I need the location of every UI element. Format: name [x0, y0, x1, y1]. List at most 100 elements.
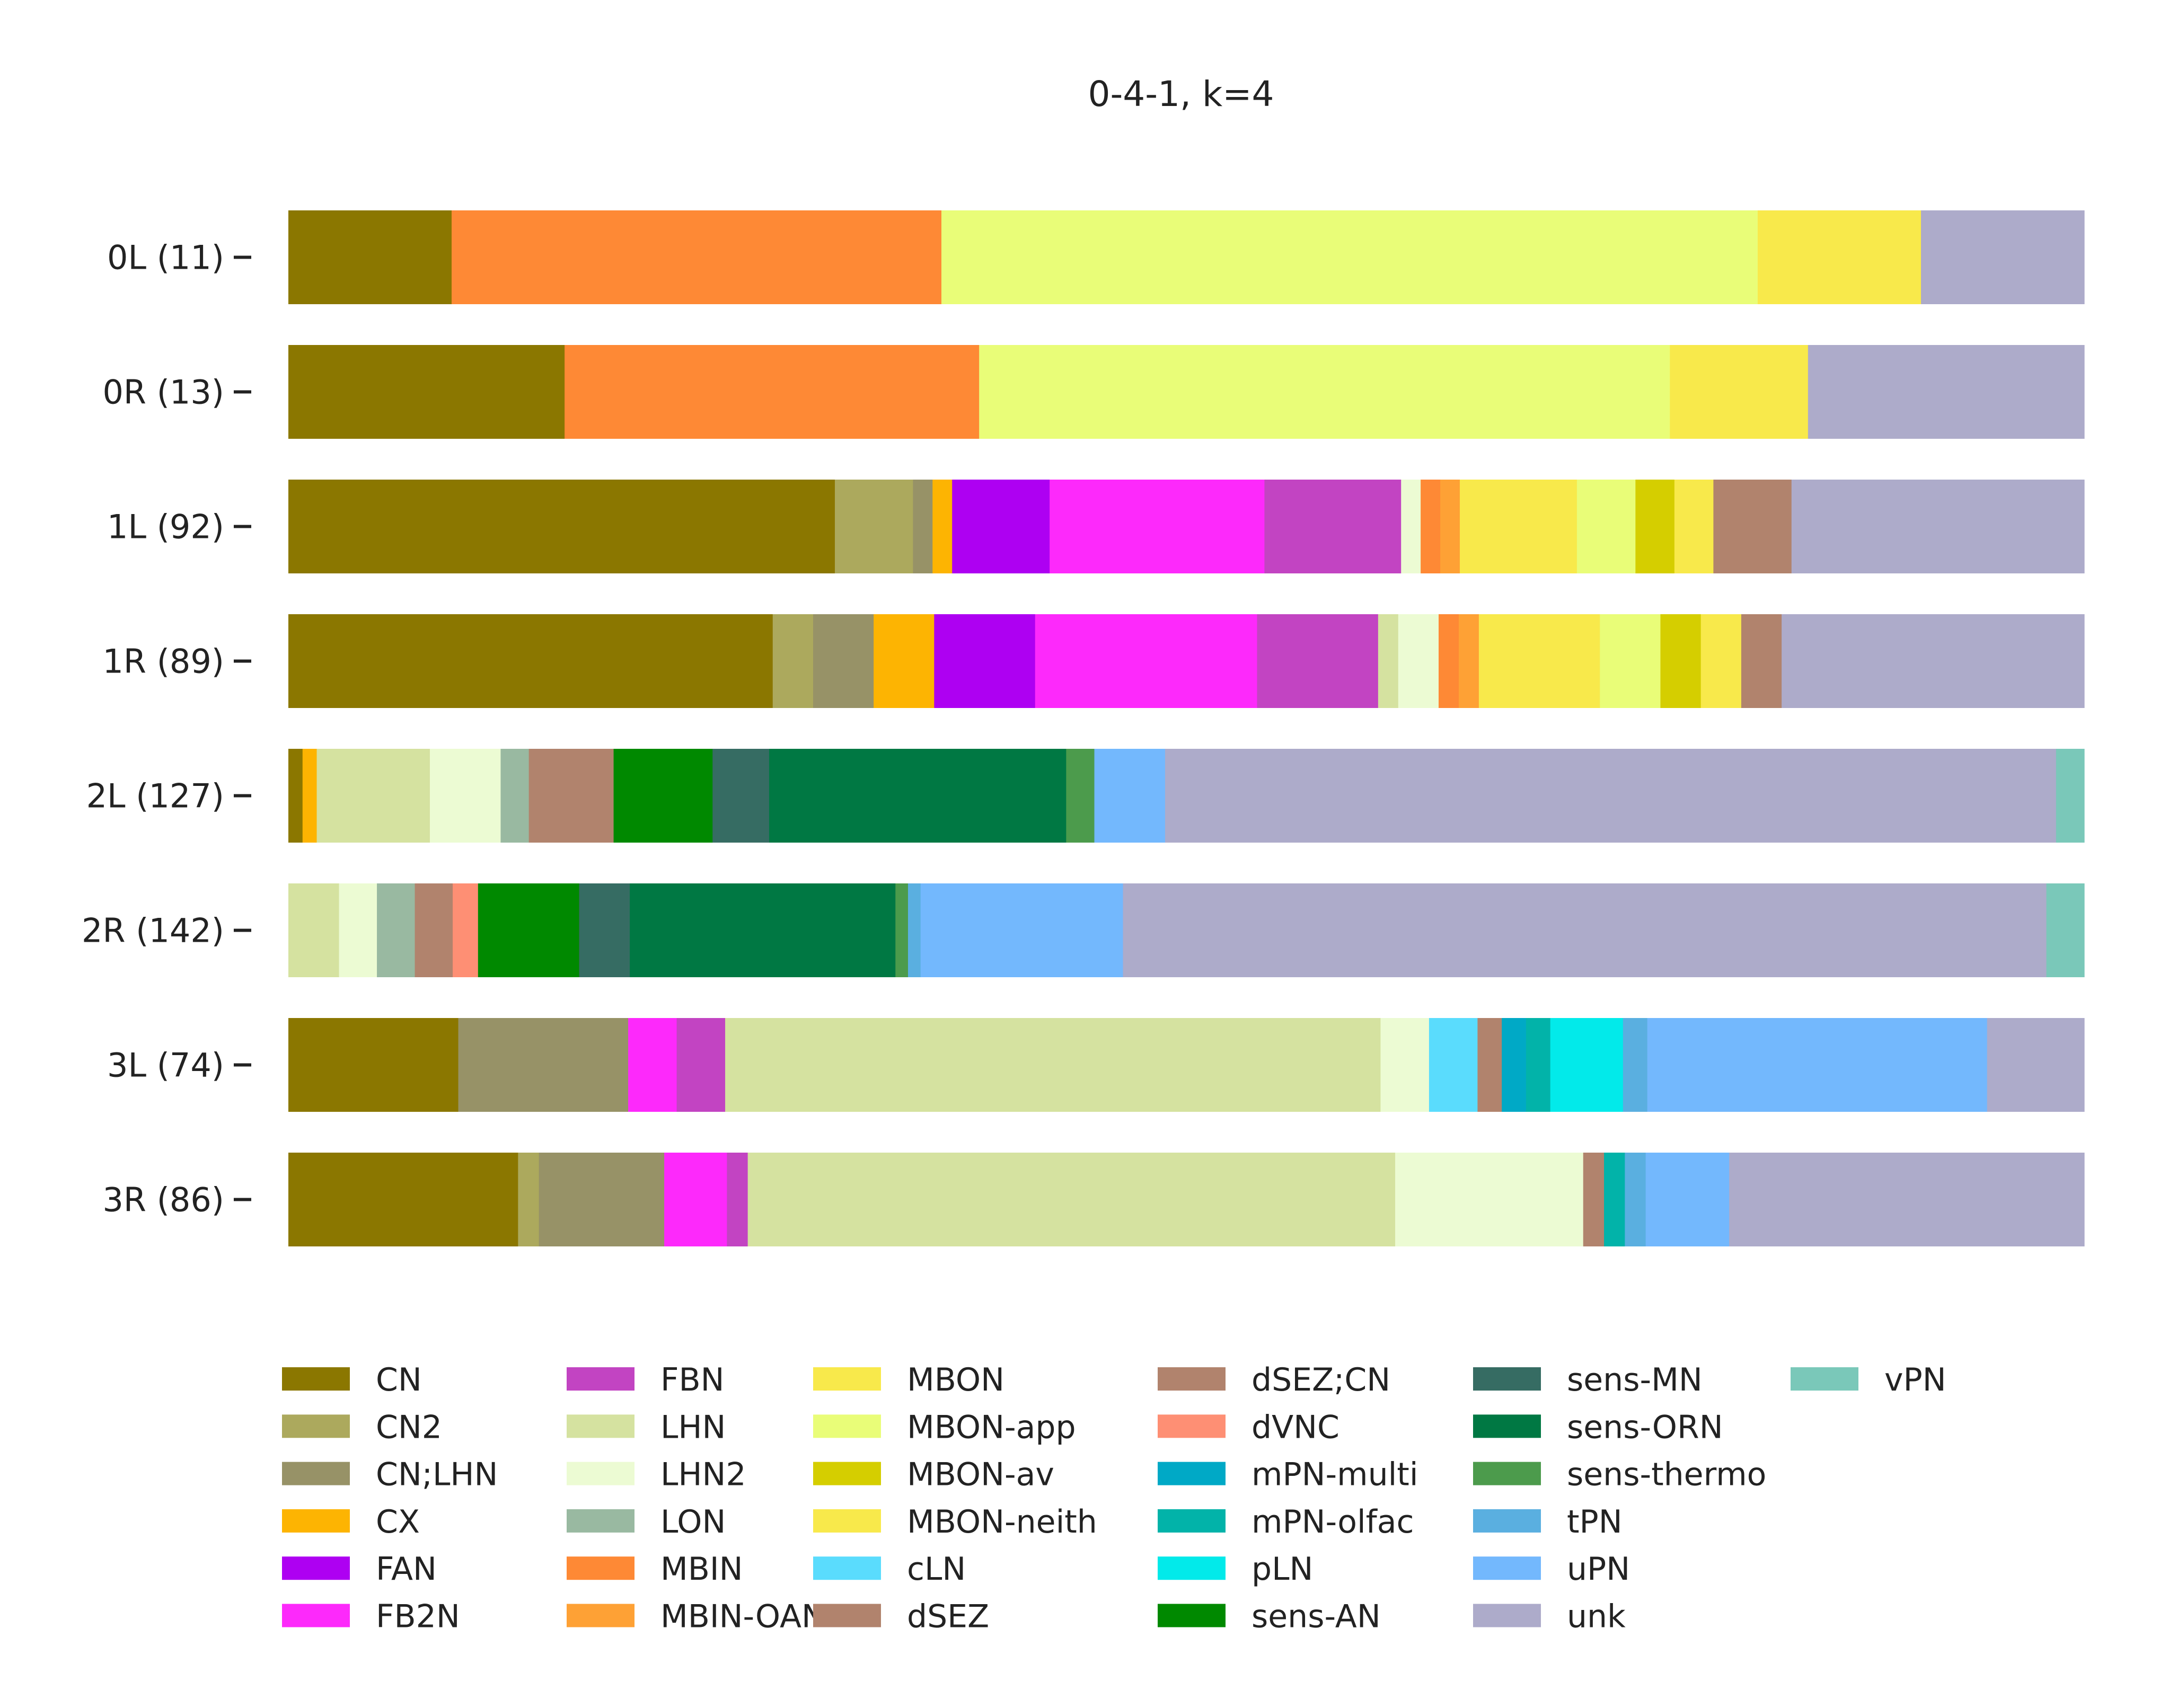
bar-segment-2l-127-cn: [288, 749, 303, 843]
bar-segment-1l-92-mbin-oan: [1440, 480, 1460, 573]
legend-item-mbon: MBON: [813, 1361, 1004, 1399]
legend-swatch: [282, 1367, 350, 1391]
bar-segment-2r-142-dsez: [415, 883, 453, 977]
bar-segment-1l-92-mbon-av: [1635, 480, 1675, 573]
legend-label: MBIN: [660, 1551, 743, 1588]
legend-label: uPN: [1567, 1551, 1630, 1588]
bar-segment-1r-89-fbn: [1257, 614, 1379, 708]
legend-swatch: [1158, 1509, 1226, 1533]
legend-item-sens-mn: sens-MN: [1473, 1361, 1703, 1399]
legend-swatch: [567, 1509, 634, 1533]
legend-label: MBON-neith: [907, 1503, 1097, 1541]
legend-swatch: [1473, 1509, 1541, 1533]
legend-label: LON: [660, 1503, 726, 1541]
legend-label: dVNC: [1251, 1409, 1339, 1446]
bar-segment-2r-142-sens-orn: [630, 883, 896, 977]
bar-segment-3l-74-upn: [1647, 1018, 1988, 1112]
legend-label: sens-thermo: [1567, 1456, 1766, 1493]
bar-segment-2r-142-upn: [920, 883, 1124, 977]
bar-segment-1l-92-cn2: [834, 480, 913, 573]
legend-swatch: [282, 1604, 350, 1627]
legend-item-fb2n: FB2N: [282, 1598, 460, 1635]
bar-segment-1l-92-mbon-app: [1576, 480, 1636, 573]
bar-segment-2l-127-lon: [500, 749, 530, 843]
bar-segment-3r-86-lhn: [747, 1153, 1396, 1246]
legend-item-lhn2: LHN2: [567, 1456, 746, 1493]
bar-segment-2l-127-cx: [302, 749, 318, 843]
bar-segment-2l-127-lhn: [316, 749, 430, 843]
bar-segment-2r-142-sens-an: [478, 883, 580, 977]
legend-item-sens-an: sens-AN: [1158, 1598, 1381, 1635]
legend-item-tpn: tPN: [1473, 1503, 1623, 1541]
legend-swatch: [1473, 1414, 1541, 1438]
legend-label: LHN2: [660, 1456, 746, 1493]
legend-label: MBON-app: [907, 1409, 1076, 1446]
legend-label: MBIN-OAN: [660, 1598, 825, 1635]
legend-item-sens-orn: sens-ORN: [1473, 1409, 1723, 1446]
bar-segment-2l-127-sens-an: [613, 749, 713, 843]
legend-item-sens-thermo: sens-thermo: [1473, 1456, 1766, 1493]
bar-segment-3r-86-tpn: [1625, 1153, 1646, 1246]
bar-row-0r-13: 0R (13): [102, 345, 2085, 439]
bar-segment-1l-92-cn-lhn: [913, 480, 933, 573]
legend-item-cln: cLN: [813, 1551, 966, 1588]
bar-segment-2r-142-unk: [1123, 883, 2047, 977]
legend-swatch: [282, 1509, 350, 1533]
bar-segment-1r-89-fan: [934, 614, 1036, 708]
y-tick-label: 3R (86): [102, 1181, 224, 1219]
legend-label: FAN: [376, 1551, 437, 1588]
y-tick-label: 1R (89): [102, 642, 224, 681]
bar-segment-3r-86-lhn2: [1395, 1153, 1584, 1246]
bar-segment-3r-86-cn-lhn: [539, 1153, 665, 1246]
bar-segment-1r-89-cn-lhn: [813, 614, 874, 708]
legend-label: sens-AN: [1251, 1598, 1381, 1635]
legend-swatch: [567, 1462, 634, 1485]
legend-item-fbn: FBN: [567, 1361, 725, 1399]
legend-label: pLN: [1251, 1551, 1313, 1588]
bar-segment-2r-142-dvnc: [453, 883, 479, 977]
bar-segment-0r-13-mbon-app: [979, 345, 1670, 439]
bar-segment-3r-86-fbn: [727, 1153, 748, 1246]
legend-label: sens-MN: [1567, 1361, 1703, 1399]
legend-item-lon: LON: [567, 1503, 726, 1541]
bar-segment-1r-89-unk: [1782, 614, 2085, 708]
legend-swatch: [282, 1556, 350, 1580]
bar-segment-1r-89-mbon-neith: [1700, 614, 1742, 708]
bar-segment-3r-86-upn: [1645, 1153, 1730, 1246]
bar-segment-1l-92-cn: [288, 480, 835, 573]
chart-title: 0-4-1, k=4: [1088, 74, 1274, 114]
bar-row-3l-74: 3L (74): [107, 1018, 2085, 1112]
legend-swatch: [813, 1604, 881, 1627]
legend-swatch: [1158, 1414, 1226, 1438]
y-tick-label: 1L (92): [107, 508, 224, 546]
bar-segment-1l-92-mbon: [1459, 480, 1577, 573]
legend-swatch: [813, 1556, 881, 1580]
y-tick-label: 2L (127): [86, 777, 224, 816]
bar-segment-1r-89-fb2n: [1035, 614, 1258, 708]
legend-item-unk: unk: [1473, 1598, 1626, 1635]
bar-segment-1l-92-fbn: [1264, 480, 1402, 573]
bar-segment-0r-13-mbin: [565, 345, 980, 439]
legend-swatch: [282, 1462, 350, 1485]
legend-swatch: [567, 1556, 634, 1580]
bar-segment-2l-127-sens-thermo: [1066, 749, 1095, 843]
legend-swatch: [813, 1367, 881, 1391]
bar-segment-0l-11-mbin: [452, 210, 942, 304]
bar-segment-1l-92-fb2n: [1050, 480, 1265, 573]
bar-segment-3l-74-cln: [1429, 1018, 1478, 1112]
legend-swatch: [1473, 1367, 1541, 1391]
legend-swatch: [282, 1414, 350, 1438]
legend-item-mpn-multi: mPN-multi: [1158, 1456, 1418, 1493]
legend-swatch: [1158, 1604, 1226, 1627]
bar-row-2l-127: 2L (127): [86, 749, 2085, 843]
bar-segment-2l-127-sens-orn: [769, 749, 1067, 843]
bar-segment-1r-89-cn: [288, 614, 773, 708]
bar-segment-0l-11-cn: [288, 210, 452, 304]
bar-segment-0l-11-unk: [1921, 210, 2085, 304]
legend-item-mbon-neith: MBON-neith: [813, 1503, 1097, 1541]
legend-item-fan: FAN: [282, 1551, 437, 1588]
legend-label: CN2: [376, 1409, 442, 1446]
legend-label: CN: [376, 1361, 422, 1399]
bar-segment-3l-74-fb2n: [628, 1018, 677, 1112]
bar-segment-3l-74-mpn-olfac: [1526, 1018, 1551, 1112]
